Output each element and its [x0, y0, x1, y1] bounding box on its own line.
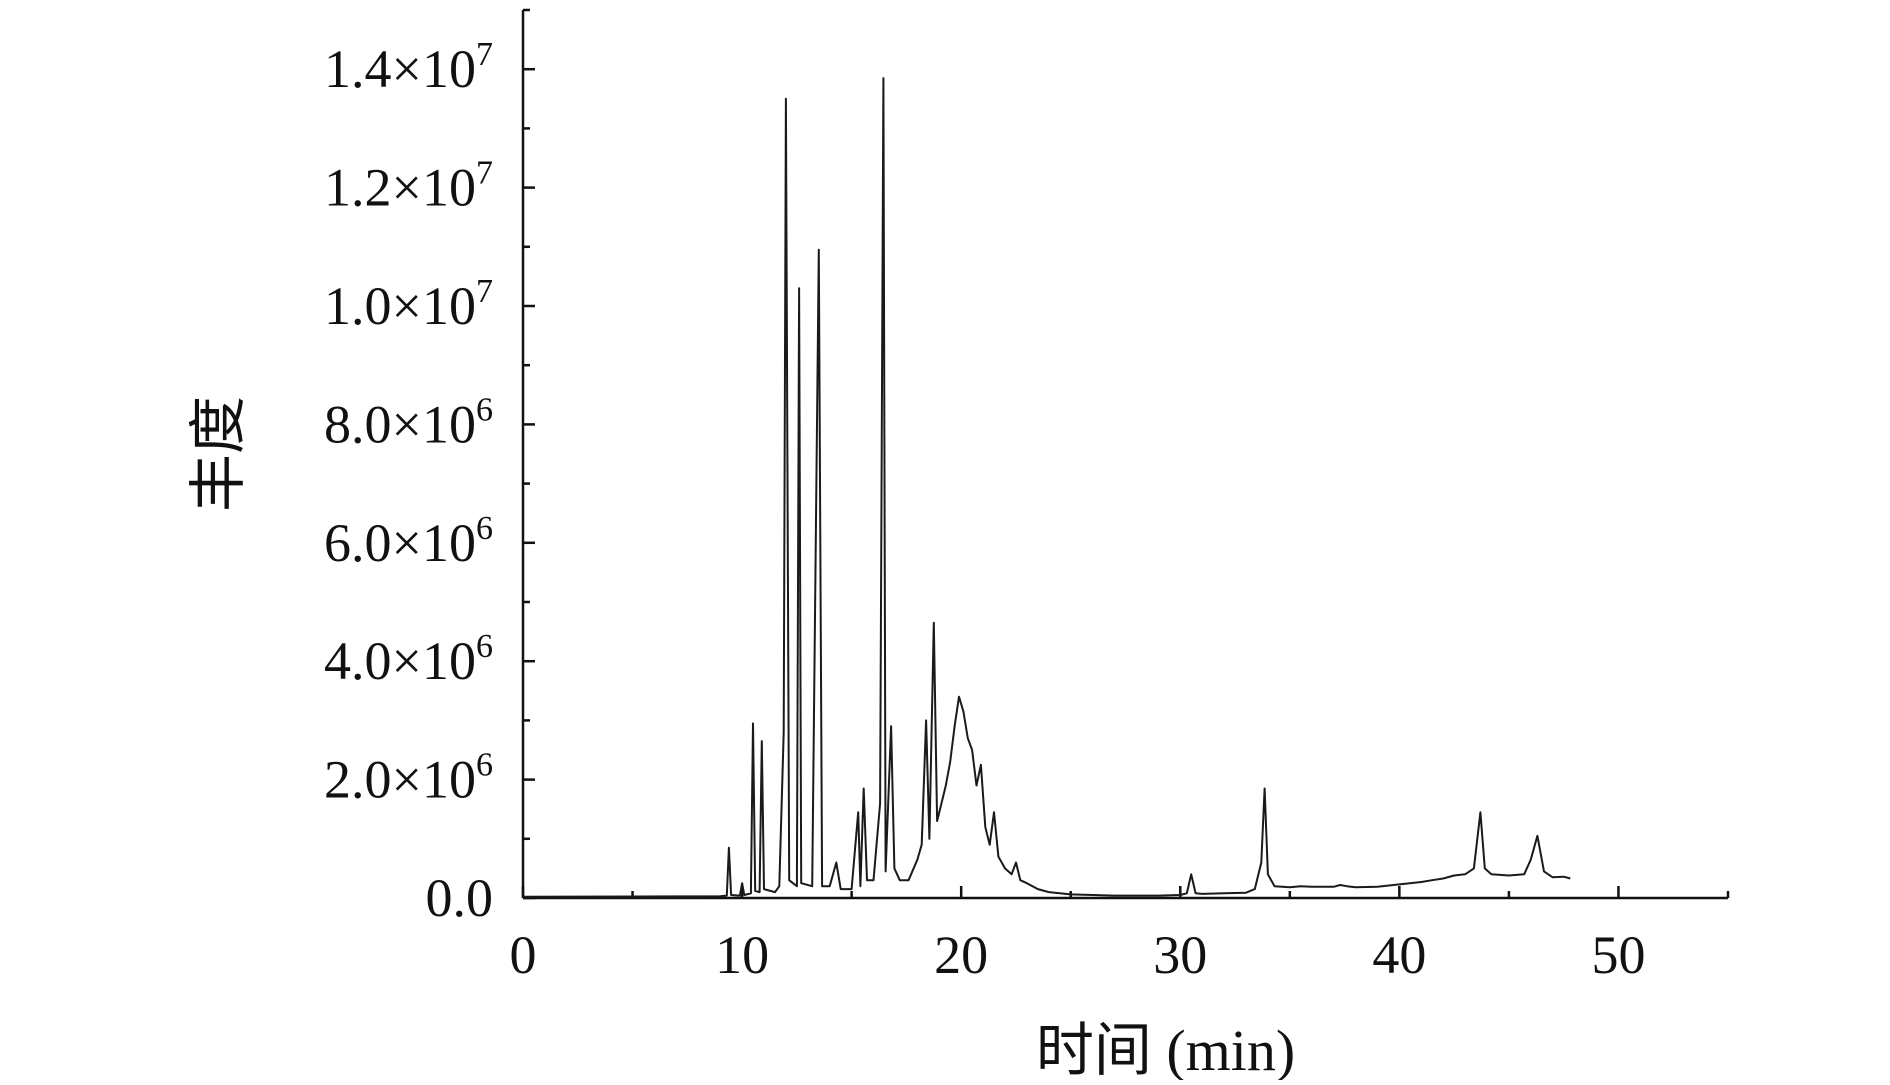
axes: 0.0 2.0×106 4.0×106 6.0×106 8.0×106 1.0×107 1.…: [324, 8, 1730, 985]
y-tick-label: 1.2×107: [324, 155, 493, 218]
x-tick-label: 50: [1591, 925, 1645, 985]
y-tick-label: 2.0×106: [324, 747, 493, 810]
y-axis-title: 丰度: [186, 396, 251, 512]
y-axis-ticks: [523, 8, 535, 900]
x-tick-label: 30: [1153, 925, 1207, 985]
y-tick-label: 1.4×107: [324, 36, 493, 99]
x-axis-title: 时间 (min): [1036, 1018, 1295, 1080]
x-tick-label: 0: [510, 925, 537, 985]
chromatogram-series-line: [522, 77, 1571, 898]
y-tick-label: 4.0×106: [324, 628, 493, 691]
y-tick-label: 6.0×106: [324, 510, 493, 573]
y-tick-label: 8.0×106: [324, 391, 493, 454]
x-tick-label: 40: [1372, 925, 1426, 985]
y-axis-tick-labels: 0.0 2.0×106 4.0×106 6.0×106 8.0×106 1.0×107 1.…: [324, 36, 493, 928]
x-tick-label: 20: [934, 925, 988, 985]
x-tick-label: 10: [715, 925, 769, 985]
y-tick-label: 0.0: [426, 868, 494, 928]
series-layer: [522, 77, 1571, 898]
y-tick-label: 1.0×107: [324, 273, 493, 336]
x-axis-tick-labels: 0 10 20 30 40 50: [510, 925, 1646, 985]
